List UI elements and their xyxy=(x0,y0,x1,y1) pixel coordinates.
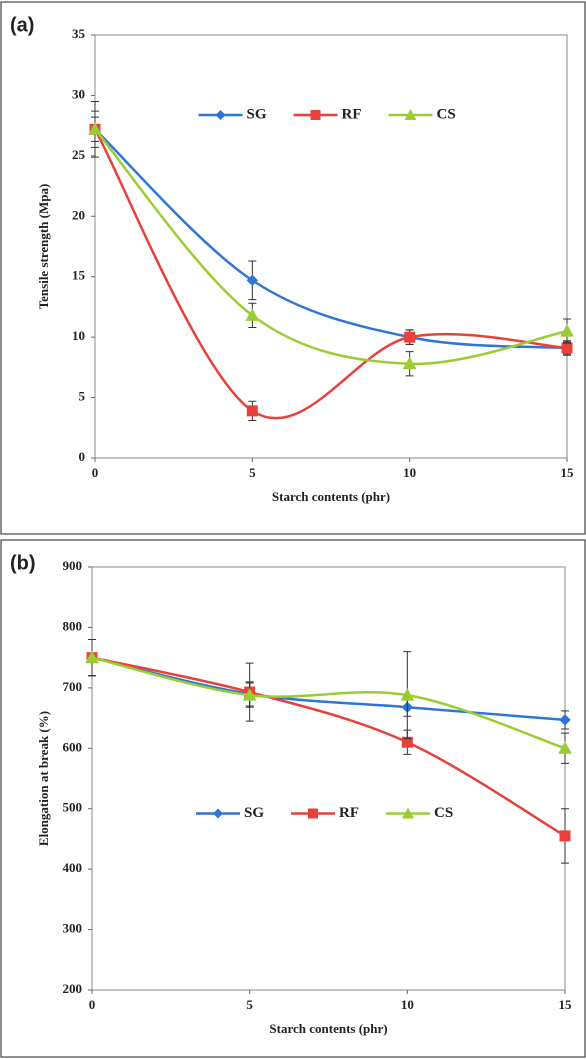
panel-label: (b) xyxy=(10,552,36,574)
legend-marker xyxy=(213,809,223,819)
x-tick-label: 15 xyxy=(561,465,575,480)
x-tick-label: 10 xyxy=(403,465,416,480)
legend-label: SG xyxy=(247,106,267,122)
x-axis-label: Starch contents (phr) xyxy=(269,1021,387,1036)
y-tick-label: 200 xyxy=(63,981,83,996)
x-tick-label: 5 xyxy=(249,465,256,480)
legend-marker xyxy=(308,809,318,819)
series-line xyxy=(95,129,567,418)
figure: (a) 0 5 10 15 20 25 30 35 0 5 10 15 Starch contents (… xyxy=(0,0,586,1059)
y-tick-label: 20 xyxy=(72,207,85,222)
panel: (a) 0 5 10 15 20 25 30 35 0 5 10 15 Starch contents (… xyxy=(1,2,585,534)
y-tick-label: 400 xyxy=(63,860,83,875)
marker xyxy=(562,343,572,353)
series-line xyxy=(92,658,565,836)
x-tick-label: 0 xyxy=(92,465,99,480)
y-tick-label: 10 xyxy=(72,328,85,343)
legend-label: RF xyxy=(342,106,362,122)
x-tick-label: 5 xyxy=(246,997,253,1012)
marker xyxy=(247,406,257,416)
y-tick-label: 800 xyxy=(63,618,83,633)
legend-label: CS xyxy=(437,106,456,122)
y-tick-label: 900 xyxy=(63,558,83,573)
series-line xyxy=(95,129,567,348)
plot-area xyxy=(92,567,565,990)
marker xyxy=(405,332,415,342)
panel-frame xyxy=(1,540,585,1057)
y-tick-label: 500 xyxy=(63,800,83,815)
legend-marker xyxy=(216,110,226,120)
y-tick-label: 5 xyxy=(79,389,86,404)
y-tick-label: 600 xyxy=(63,739,83,754)
y-tick-label: 0 xyxy=(79,449,86,464)
panel: (b) 200 300 400 500 600 700 800 900 0 5 10 15 Starch … xyxy=(1,540,585,1057)
marker xyxy=(560,831,570,841)
marker xyxy=(561,325,573,336)
legend-label: RF xyxy=(339,805,359,821)
x-tick-label: 0 xyxy=(89,997,96,1012)
series-line xyxy=(92,658,565,720)
y-axis-label: Elongation at break (%) xyxy=(36,711,51,846)
y-tick-label: 15 xyxy=(72,268,86,283)
y-tick-label: 25 xyxy=(72,147,86,162)
x-axis-label: Starch contents (phr) xyxy=(272,489,390,504)
legend-label: SG xyxy=(244,805,264,821)
y-tick-label: 700 xyxy=(63,679,83,694)
plot-area xyxy=(95,35,567,458)
marker xyxy=(560,715,570,725)
series-line xyxy=(95,129,567,364)
legend-marker xyxy=(311,110,321,120)
y-tick-label: 30 xyxy=(72,86,85,101)
y-tick-label: 300 xyxy=(63,921,83,936)
x-tick-label: 10 xyxy=(401,997,414,1012)
legend-label: CS xyxy=(434,805,453,821)
panel-label: (a) xyxy=(10,14,34,36)
y-tick-label: 35 xyxy=(72,26,86,41)
x-tick-label: 15 xyxy=(559,997,573,1012)
y-axis-label: Tensile strength (Mpa) xyxy=(36,184,51,310)
panel-frame xyxy=(1,2,585,534)
